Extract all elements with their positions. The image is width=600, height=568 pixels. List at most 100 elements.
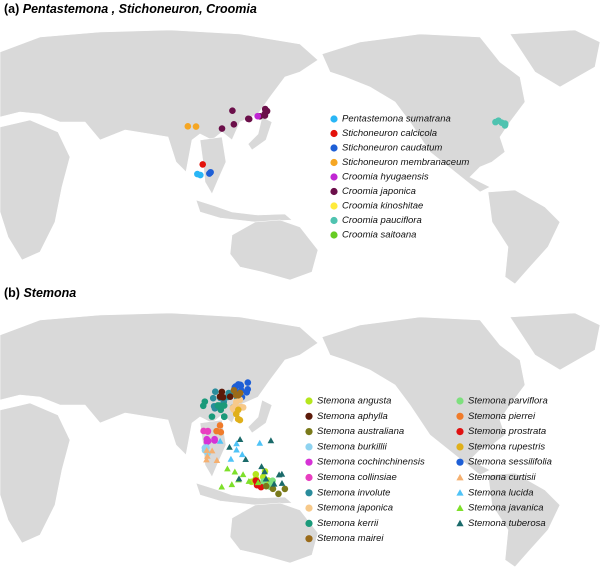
site-marker — [233, 446, 240, 453]
panel-title-text: Stemona — [23, 286, 76, 300]
site-marker — [232, 410, 240, 418]
site-marker — [330, 129, 338, 138]
site-marker — [211, 437, 218, 444]
legend-label: Stichoneuron caudatum — [342, 143, 442, 154]
site-marker — [184, 123, 192, 130]
site-marker — [233, 440, 240, 447]
site-marker — [230, 121, 238, 128]
legend-label: Stemona mairei — [317, 533, 384, 544]
site-marker — [238, 451, 246, 458]
site-marker — [243, 388, 251, 396]
legend-label: Stemona angusta — [317, 396, 391, 407]
site-marker — [226, 393, 234, 401]
site-marker — [219, 393, 227, 401]
panel-title: (a) Pentastemona , Stichoneuron, Croomia — [4, 2, 257, 16]
legend-label: Stemona japonica — [317, 503, 393, 514]
site-marker — [275, 490, 282, 498]
site-marker — [245, 477, 253, 484]
site-marker — [213, 457, 221, 463]
site-marker — [258, 463, 265, 470]
legend-label: Pentastemona sumatrana — [342, 114, 451, 125]
site-marker — [275, 471, 283, 478]
site-marker — [239, 404, 247, 411]
site-marker — [262, 475, 270, 482]
site-marker — [305, 458, 313, 466]
site-marker — [456, 519, 464, 527]
site-marker — [456, 458, 464, 466]
site-marker — [330, 115, 338, 123]
site-marker — [330, 158, 338, 167]
site-marker — [203, 446, 211, 453]
legend-label: Stemona pierrei — [468, 411, 536, 422]
panel-title: (b) Stemona — [4, 286, 76, 300]
legend-label: Stichoneuron membranaceum — [342, 157, 469, 168]
site-marker — [213, 427, 220, 435]
site-marker — [269, 485, 277, 493]
site-marker — [229, 107, 236, 115]
legend-label: Stemona aphylla — [317, 411, 388, 422]
site-marker — [456, 397, 464, 405]
site-marker — [208, 413, 216, 420]
legend-label: Stemona kerrii — [317, 518, 379, 529]
site-marker — [330, 202, 338, 210]
site-marker — [227, 455, 235, 462]
legend-label: Croomia kinoshitae — [342, 201, 423, 212]
site-marker — [220, 413, 228, 421]
site-marker — [501, 122, 509, 129]
site-marker — [456, 489, 464, 496]
site-marker — [197, 171, 204, 179]
site-marker — [216, 402, 223, 409]
legend-label: Croomia japonica — [342, 186, 416, 197]
site-marker — [305, 489, 313, 497]
site-marker — [495, 117, 502, 124]
site-marker — [456, 443, 464, 451]
legend-label: Croomia pauciflora — [342, 215, 422, 226]
site-marker — [235, 475, 243, 482]
site-marker — [204, 452, 211, 459]
site-marker — [199, 161, 207, 168]
site-marker — [262, 482, 270, 490]
site-marker — [305, 428, 313, 436]
legend-label: Stemona javanica — [468, 503, 544, 514]
legend-label: Stemona curtisii — [468, 472, 536, 483]
site-marker — [201, 398, 209, 405]
site-marker — [208, 447, 216, 454]
site-marker — [242, 456, 249, 463]
legend-label: Stemona parviflora — [468, 396, 548, 407]
legend-label: Stemona sessilifolia — [468, 457, 552, 468]
site-marker — [305, 412, 313, 420]
legend-label: Stemona rupestris — [468, 441, 545, 452]
site-marker — [245, 115, 253, 123]
legend-label: Stemona collinsiae — [317, 472, 397, 483]
legend-label: Stichoneuron calcicola — [342, 128, 437, 139]
site-marker — [209, 394, 217, 402]
legend-label: Stemona cochinchinensis — [317, 457, 425, 468]
site-marker — [456, 504, 464, 511]
world-map — [0, 29, 600, 285]
site-marker — [220, 402, 228, 409]
site-marker — [216, 422, 224, 429]
panel-title-text: Pentastemona , Stichoneuron, Croomia — [23, 2, 257, 16]
site-marker — [200, 427, 207, 435]
legend-label: Stemona tuberosa — [468, 518, 546, 529]
site-marker — [261, 468, 268, 475]
site-marker — [236, 416, 244, 424]
site-marker — [244, 379, 252, 386]
site-marker — [261, 105, 269, 113]
site-marker — [330, 187, 338, 196]
site-marker — [305, 443, 313, 451]
site-marker — [254, 112, 261, 120]
site-marker — [239, 471, 247, 478]
site-marker — [226, 443, 233, 450]
site-marker — [305, 397, 313, 405]
legend-label: Stemona involute — [317, 487, 390, 498]
site-marker — [305, 473, 313, 482]
site-marker — [270, 480, 278, 487]
site-marker — [206, 170, 213, 177]
site-marker — [224, 465, 231, 472]
site-marker — [261, 110, 269, 117]
site-marker — [267, 437, 275, 444]
site-marker — [456, 428, 464, 436]
site-marker — [231, 468, 239, 475]
